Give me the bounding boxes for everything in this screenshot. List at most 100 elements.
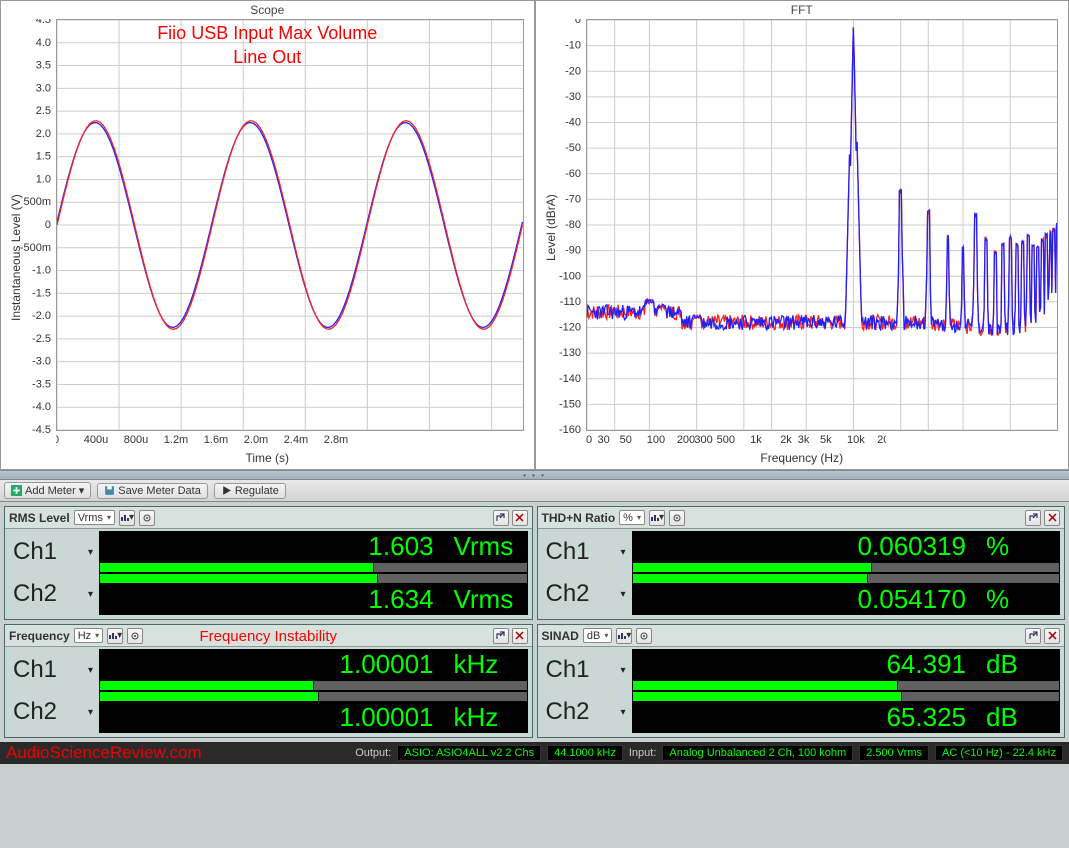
svg-text:1.2m: 1.2m <box>164 434 188 446</box>
popout-icon <box>1029 513 1038 522</box>
chart-icon <box>120 513 129 523</box>
meter-sinad-ch2-value-display: 65.325dB <box>632 702 1061 733</box>
meter-thdn-gear-button[interactable] <box>669 510 685 526</box>
svg-text:800u: 800u <box>124 434 148 446</box>
status-input-bw[interactable]: AC (<10 Hz) - 22.4 kHz <box>935 745 1063 761</box>
meter-sinad-header: SINAD dB ▾ <box>538 625 1065 647</box>
close-icon <box>1048 513 1057 522</box>
meter-thdn-header: THD+N Ratio % ▾ <box>538 507 1065 529</box>
svg-text:-10: -10 <box>565 40 581 52</box>
meter-thdn-ch2-bar <box>632 573 1061 584</box>
meter-rms-close-button[interactable] <box>512 510 528 526</box>
meter-freq-close-button[interactable] <box>512 628 528 644</box>
svg-text:100: 100 <box>646 434 664 446</box>
svg-text:-2.0: -2.0 <box>32 310 51 322</box>
svg-text:4.5: 4.5 <box>36 19 51 26</box>
meter-freq-ch1-label[interactable]: Ch1 <box>9 656 99 684</box>
svg-text:-2.5: -2.5 <box>32 333 51 345</box>
gear-icon <box>639 631 649 641</box>
regulate-button[interactable]: Regulate <box>214 483 286 499</box>
svg-text:-3.0: -3.0 <box>32 356 51 368</box>
watermark: AudioScienceReview.com <box>6 743 202 763</box>
svg-text:-500m: -500m <box>20 242 51 254</box>
meter-freq-ch2-label[interactable]: Ch2 <box>9 698 99 726</box>
meter-freq-unit-select[interactable]: Hz <box>74 628 103 643</box>
close-icon <box>515 513 524 522</box>
popout-icon <box>1029 631 1038 640</box>
svg-text:20: 20 <box>586 434 592 446</box>
scope-plot-area <box>56 19 524 431</box>
status-input-key: Input: <box>629 747 657 759</box>
fft-panel: FFT Level (dBrA) 0-10-20-30-40-50-60-70-… <box>535 0 1069 470</box>
meter-rms-gear-button[interactable] <box>139 510 155 526</box>
svg-text:5k: 5k <box>819 434 831 446</box>
fft-plot-area <box>586 19 1059 431</box>
meter-sinad-ch1-row: Ch1 64.391dB <box>542 649 1061 691</box>
meter-thdn-popout-button[interactable] <box>1025 510 1041 526</box>
meter-thdn-ch1-label[interactable]: Ch1 <box>542 538 632 566</box>
meter-freq-popout-button[interactable] <box>493 628 509 644</box>
meter-sinad-gear-button[interactable] <box>636 628 652 644</box>
svg-text:30: 30 <box>597 434 609 446</box>
meter-sinad-popout-button[interactable] <box>1025 628 1041 644</box>
meter-sinad-ch2-label[interactable]: Ch2 <box>542 698 632 726</box>
meter-freq-gear-button[interactable] <box>127 628 143 644</box>
svg-text:-130: -130 <box>558 347 580 359</box>
meter-thdn-settings1-button[interactable]: ▾ <box>649 510 665 526</box>
meter-freq-annotation: Frequency Instability <box>199 628 337 645</box>
svg-text:-90: -90 <box>565 245 581 257</box>
status-output-sr[interactable]: 44.1000 kHz <box>547 745 623 761</box>
meter-sinad-unit-select[interactable]: dB <box>583 628 612 643</box>
status-input-device[interactable]: Analog Unbalanced 2 Ch, 100 kohm <box>662 745 853 761</box>
meter-sinad-ch1-label[interactable]: Ch1 <box>542 656 632 684</box>
svg-text:-20: -20 <box>565 65 581 77</box>
chart-icon <box>617 631 626 641</box>
meter-freq-ch2-bar <box>99 691 528 702</box>
svg-text:0: 0 <box>574 19 580 26</box>
svg-text:3.5: 3.5 <box>36 60 51 72</box>
gear-icon <box>142 513 152 523</box>
svg-text:-40: -40 <box>565 117 581 129</box>
meter-rms-ch1-row: Ch1 1.603Vrms <box>9 531 528 573</box>
meter-freq-ch1-bar <box>99 680 528 691</box>
meter-thdn-unit-select[interactable]: % <box>619 510 645 525</box>
svg-text:-3.5: -3.5 <box>32 378 51 390</box>
status-output-device[interactable]: ASIO: ASIO4ALL v2 2 Chs <box>397 745 541 761</box>
meter-rms-settings1-button[interactable]: ▾ <box>119 510 135 526</box>
play-icon <box>221 485 232 496</box>
status-bar: AudioScienceReview.com Output: ASIO: ASI… <box>0 742 1069 764</box>
svg-text:0: 0 <box>56 434 59 446</box>
svg-text:3.0: 3.0 <box>36 82 51 94</box>
chart-icon <box>650 513 659 523</box>
save-meter-button[interactable]: Save Meter Data <box>97 483 208 499</box>
svg-text:-4.5: -4.5 <box>32 424 51 433</box>
meter-sinad-close-button[interactable] <box>1044 628 1060 644</box>
status-input-vrange[interactable]: 2.500 Vrms <box>859 745 929 761</box>
svg-text:300: 300 <box>694 434 712 446</box>
scope-panel: Scope Instantaneous Level (V) 4.54.03.53… <box>0 0 535 470</box>
splitter[interactable]: • • • <box>0 470 1069 480</box>
add-meter-button[interactable]: Add Meter ▾ <box>4 482 91 499</box>
meter-sinad-ch2-row: Ch2 65.325dB <box>542 691 1061 733</box>
meter-rms-popout-button[interactable] <box>493 510 509 526</box>
svg-text:4.0: 4.0 <box>36 37 51 49</box>
svg-text:2.5: 2.5 <box>36 105 51 117</box>
regulate-label: Regulate <box>235 485 279 497</box>
meter-sinad-ch1-value-display: 64.391dB <box>632 649 1061 680</box>
svg-text:2.4m: 2.4m <box>284 434 308 446</box>
close-icon <box>1048 631 1057 640</box>
meter-sinad-settings1-button[interactable]: ▾ <box>616 628 632 644</box>
chart-icon <box>108 631 117 641</box>
scope-title: Scope <box>1 3 534 17</box>
svg-text:500m: 500m <box>23 196 51 208</box>
meter-freq-ch2-row: Ch2 1.00001kHz <box>9 691 528 733</box>
meter-thdn-close-button[interactable] <box>1044 510 1060 526</box>
meter-rms-ch2-label[interactable]: Ch2 <box>9 580 99 608</box>
meter-rms-ch1-label[interactable]: Ch1 <box>9 538 99 566</box>
meter-thdn-ch2-label[interactable]: Ch2 <box>542 580 632 608</box>
meter-rms-ch1-value-display: 1.603Vrms <box>99 531 528 562</box>
svg-text:-150: -150 <box>558 398 580 410</box>
meter-freq-ch1-row: Ch1 1.00001kHz <box>9 649 528 691</box>
meter-freq-settings1-button[interactable]: ▾ <box>107 628 123 644</box>
meter-rms-unit-select[interactable]: Vrms <box>74 510 115 525</box>
